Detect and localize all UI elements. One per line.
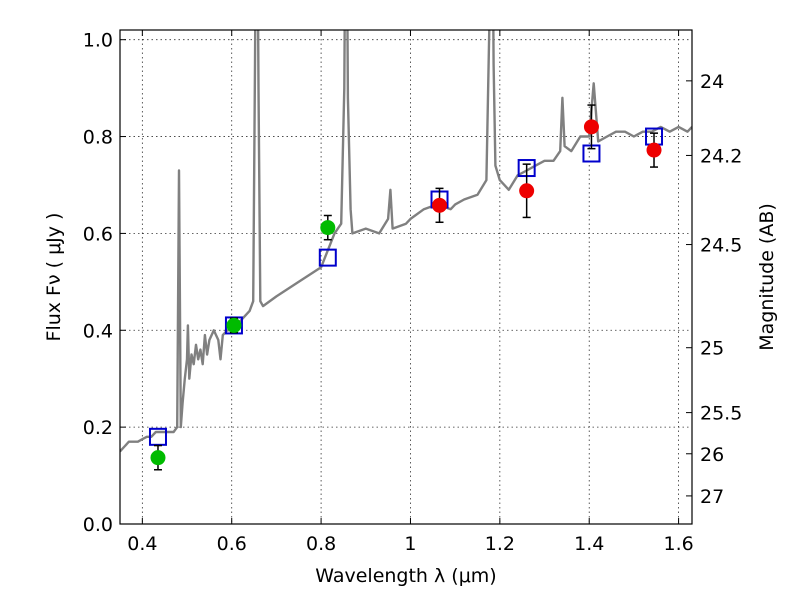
y-tick-label: 0.6	[83, 223, 113, 245]
y-tick-label: 0.8	[83, 127, 113, 149]
x-tick-label: 0.8	[306, 533, 336, 555]
y-tick-label: 0.2	[83, 417, 113, 439]
x-tick-label: 1.4	[574, 533, 604, 555]
series-layer	[120, 30, 692, 453]
y2-axis-label: Magnitude (AB)	[756, 203, 778, 351]
y2-tick-label: 27	[700, 486, 724, 508]
y-tick-label: 1.0	[83, 30, 113, 52]
y-axis-label: Flux Fν ( μJy )	[43, 213, 65, 342]
x-tick-label: 1.6	[663, 533, 693, 555]
x-axis-label: Wavelength λ (μm)	[315, 565, 496, 587]
observed-point-circle	[150, 450, 166, 466]
grid	[120, 30, 692, 525]
observed-point-circle	[320, 220, 336, 236]
observed-point-circle	[432, 197, 448, 213]
ticks: 0.4 0.6 0.8 1 1.2 1.4 1.6 0.0 0.2 0.4 0.6 0.8 1.0 24 2…	[83, 30, 743, 555]
model-point-square	[318, 248, 337, 267]
y-tick-label: 0.0	[83, 514, 113, 536]
observed-point-circle	[519, 183, 535, 199]
spectrum-line	[120, 30, 692, 453]
plot-frame	[119, 29, 693, 525]
observed-point-circle	[226, 317, 242, 333]
observed-point-circle	[583, 119, 599, 135]
x-tick-label: 0.6	[217, 533, 247, 555]
x-tick-label: 0.4	[127, 533, 157, 555]
y2-tick-label: 24.5	[700, 235, 742, 257]
observed-point-circle	[646, 142, 662, 158]
markers-layer	[148, 104, 664, 471]
y2-tick-label: 26	[700, 444, 724, 466]
y-tick-label: 0.4	[83, 320, 113, 342]
x-tick-label: 1	[404, 533, 416, 555]
x-tick-label: 1.2	[485, 533, 515, 555]
y2-tick-label: 24	[700, 71, 724, 93]
y2-tick-label: 24.2	[700, 145, 742, 167]
y2-tick-label: 25.5	[700, 403, 742, 425]
y2-tick-label: 25	[700, 338, 724, 360]
